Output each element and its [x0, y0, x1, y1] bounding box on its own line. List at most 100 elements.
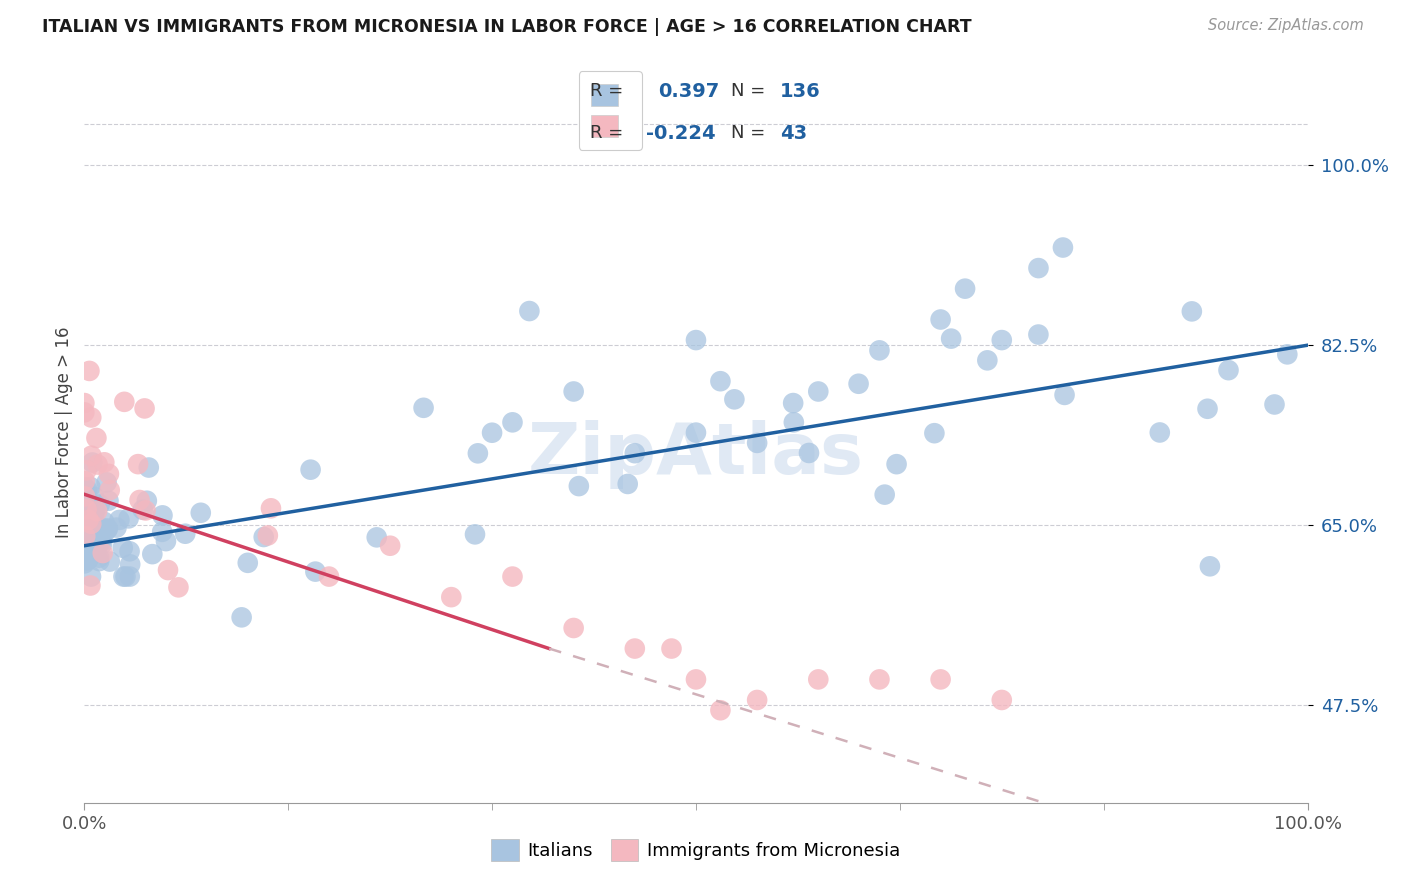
Point — [174, 526, 197, 541]
Point — [82, 524, 104, 539]
Point — [135, 493, 157, 508]
Point — [73, 523, 96, 537]
Point — [1181, 304, 1204, 318]
Point — [412, 401, 434, 415]
Point — [79, 578, 101, 592]
Point — [73, 506, 96, 520]
Point — [93, 455, 115, 469]
Point — [75, 463, 97, 477]
Point — [73, 552, 96, 566]
Point — [624, 446, 647, 460]
Point — [82, 455, 104, 469]
Point — [91, 546, 114, 560]
Point — [502, 415, 524, 429]
Point — [87, 537, 110, 551]
Point — [299, 463, 322, 477]
Point — [73, 541, 96, 556]
Point — [77, 513, 100, 527]
Point — [481, 425, 503, 440]
Point — [568, 479, 591, 493]
Point — [1028, 261, 1050, 276]
Text: 43: 43 — [780, 124, 807, 143]
Point — [76, 510, 98, 524]
Point — [73, 526, 96, 541]
Point — [167, 580, 190, 594]
Point — [80, 546, 103, 560]
Point — [93, 515, 115, 529]
Point — [79, 547, 101, 561]
Point — [76, 520, 98, 534]
Point — [953, 282, 976, 296]
Point — [89, 550, 111, 565]
Point — [709, 703, 731, 717]
Point — [783, 415, 806, 429]
Text: 0.397: 0.397 — [658, 82, 718, 101]
Point — [93, 525, 115, 540]
Point — [97, 467, 120, 481]
Point — [141, 547, 163, 561]
Point — [96, 523, 118, 537]
Point — [114, 569, 136, 583]
Point — [105, 520, 128, 534]
Point — [939, 332, 962, 346]
Point — [75, 535, 97, 549]
Point — [80, 523, 103, 537]
Point — [1199, 559, 1222, 574]
Point — [747, 693, 769, 707]
Point — [873, 488, 896, 502]
Point — [366, 530, 388, 544]
Point — [80, 516, 103, 531]
Point — [89, 498, 111, 512]
Point — [84, 531, 107, 545]
Point — [156, 563, 179, 577]
Point — [97, 493, 120, 508]
Point — [91, 521, 114, 535]
Point — [661, 641, 683, 656]
Point — [112, 569, 135, 583]
Point — [79, 518, 101, 533]
Point — [1197, 401, 1219, 416]
Point — [73, 534, 96, 549]
Point — [190, 506, 212, 520]
Point — [976, 353, 998, 368]
Point — [76, 553, 98, 567]
Text: -0.224: -0.224 — [645, 124, 716, 143]
Point — [562, 621, 585, 635]
Point — [91, 537, 114, 551]
Point — [138, 460, 160, 475]
Point — [80, 449, 103, 463]
Point — [73, 396, 96, 410]
Point — [1028, 327, 1050, 342]
Point — [75, 533, 97, 547]
Point — [467, 446, 489, 460]
Point — [624, 641, 647, 656]
Point — [112, 394, 135, 409]
Point — [117, 511, 139, 525]
Point — [83, 518, 105, 533]
Point — [380, 539, 402, 553]
Text: N =: N = — [731, 82, 765, 100]
Point — [75, 549, 97, 563]
Point — [86, 458, 108, 472]
Point — [502, 569, 524, 583]
Point — [127, 457, 149, 471]
Point — [73, 405, 96, 419]
Point — [562, 384, 585, 399]
Point — [83, 502, 105, 516]
Point — [83, 507, 105, 521]
Point — [80, 522, 103, 536]
Point — [83, 490, 105, 504]
Point — [76, 517, 98, 532]
Point — [75, 527, 97, 541]
Point — [1052, 240, 1074, 254]
Point — [440, 590, 463, 604]
Point — [82, 524, 104, 539]
Point — [464, 527, 486, 541]
Point — [991, 693, 1014, 707]
Point — [79, 364, 101, 378]
Point — [709, 374, 731, 388]
Point — [128, 493, 150, 508]
Point — [848, 376, 870, 391]
Text: R =: R = — [591, 124, 624, 143]
Point — [519, 304, 541, 318]
